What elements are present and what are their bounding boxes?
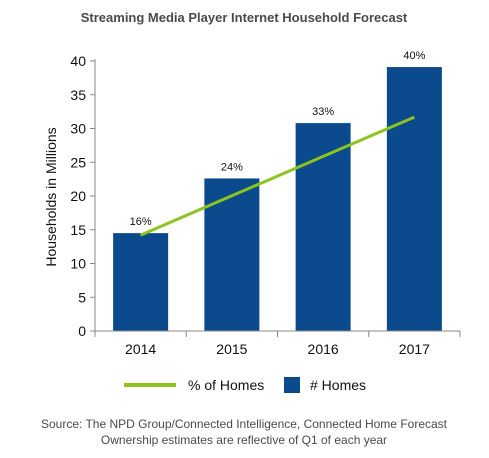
y-tick-label: 5 (78, 289, 86, 305)
data-label: 16% (130, 216, 152, 228)
y-tick-label: 40 (70, 53, 86, 69)
bar (113, 233, 169, 331)
bar (295, 123, 351, 331)
legend-bar-swatch (284, 377, 300, 393)
y-axis: 0 5 10 15 20 25 30 35 40 (70, 53, 95, 339)
x-tick-label: 2016 (308, 341, 339, 357)
y-tick-label: 35 (70, 87, 86, 103)
source-note: Source: The NPD Group/Connected Intellig… (41, 417, 448, 431)
line-series (140, 115, 415, 237)
ownership-note: Ownership estimates are reflective of Q1… (101, 433, 387, 447)
y-tick-label: 30 (70, 121, 86, 137)
x-tick-label: 2015 (216, 341, 247, 357)
chart-title: Streaming Media Player Internet Househol… (81, 10, 408, 25)
bar (386, 67, 442, 331)
legend-line-label: % of Homes (188, 377, 264, 393)
data-label: 24% (221, 161, 243, 173)
data-labels: 16% 24% 33% 40% (130, 50, 426, 228)
legend: % of Homes # Homes (124, 377, 366, 393)
data-label: 33% (312, 106, 334, 118)
y-tick-label: 15 (70, 222, 86, 238)
y-tick-label: 0 (78, 323, 86, 339)
bar-series (113, 67, 442, 331)
y-tick-label: 25 (70, 154, 86, 170)
legend-bar-label: # Homes (310, 377, 366, 393)
x-tick-label: 2017 (399, 341, 430, 357)
y-tick-label: 20 (70, 188, 86, 204)
data-label: 40% (403, 50, 425, 62)
x-axis: 2014 2015 2016 2017 (94, 331, 461, 357)
y-tick-label: 10 (70, 256, 86, 272)
trend-line (140, 115, 415, 237)
bar (204, 178, 260, 331)
x-tick-label: 2014 (125, 341, 156, 357)
y-axis-label: Households in Millions (43, 127, 59, 266)
